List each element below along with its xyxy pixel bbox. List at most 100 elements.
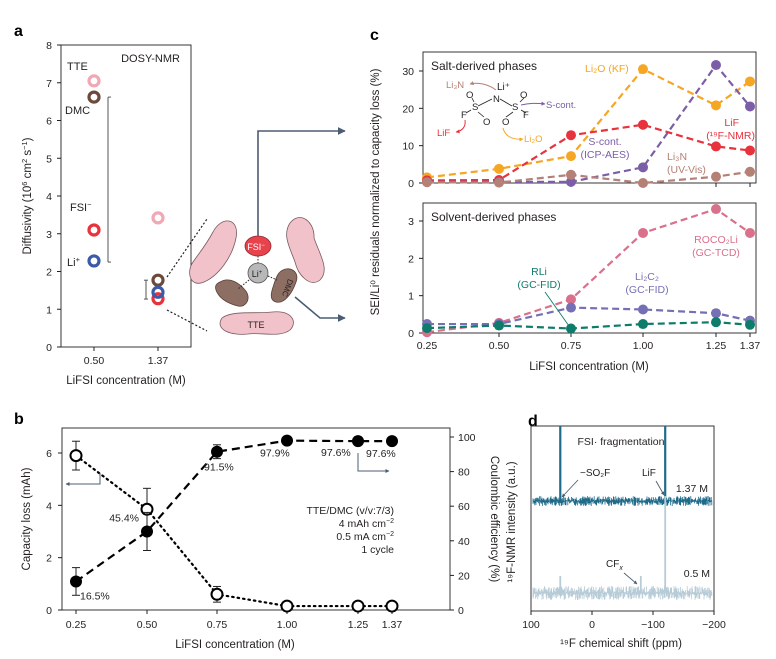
x-tick-label: 1.37 — [740, 340, 761, 352]
y-tick-label: 0 — [408, 178, 414, 190]
data-point-li3n — [711, 171, 721, 182]
panel-d-spectra — [532, 426, 713, 600]
panel-c-top-series — [422, 60, 755, 188]
panel-d-x-label: ¹⁹F chemical shift (ppm) — [560, 638, 682, 650]
mol-label-li3n: Li₃N — [446, 80, 464, 91]
data-point-open — [385, 599, 399, 613]
data-point-filled — [281, 434, 293, 447]
ce-value-label: 91.5% — [204, 462, 234, 474]
panel-d-title: FSI· fragmentation — [578, 436, 665, 448]
y-tick-label: 0 — [46, 342, 52, 354]
marker-dmc — [151, 273, 165, 287]
x-tick-label: 0.25 — [417, 340, 438, 352]
series-label-li3n: Li₃N — [667, 151, 687, 163]
panel-c-x-label: LiFSI concentration (M) — [529, 361, 649, 373]
data-point-filled — [352, 435, 364, 448]
data-point-filled — [211, 445, 223, 458]
condition-electrolyte: TTE/DMC (v/v:7/3) — [306, 505, 394, 517]
marker-tte — [151, 211, 165, 225]
x-tick-label: 1.00 — [633, 340, 654, 352]
y-tick-label: 3 — [408, 216, 414, 228]
data-point-li2c2 — [566, 302, 576, 313]
dmc-molecule-left — [215, 279, 249, 307]
panel-c-top-y-ticks: 0 10 20 30 — [402, 66, 423, 190]
condition-areal-capacity: 4 mAh cm−2 — [339, 518, 394, 530]
ce-value-label: 16.5% — [80, 590, 110, 602]
rli-leader-line — [544, 291, 570, 327]
data-point-open — [210, 587, 224, 601]
x-tick-label: 0 — [589, 619, 595, 631]
x-tick-label: 0.75 — [207, 619, 228, 631]
label-1-37M: 1.37 M — [676, 483, 708, 495]
arrow-to-li3n — [469, 81, 497, 91]
series-label-rli: RLi — [531, 266, 547, 278]
panel-a-y-ticks: 0 1 2 3 4 5 6 7 8 — [46, 40, 61, 354]
series-label-li2c2-method: (GC-FID) — [625, 284, 668, 296]
data-point-li2o — [494, 163, 504, 174]
y-tick-label: 3 — [46, 229, 52, 241]
x-tick-label: 100 — [522, 619, 540, 631]
series-line-rli — [426, 321, 751, 330]
mol-o2: O — [520, 90, 527, 101]
schematic-li-label: Li+ — [252, 269, 263, 279]
data-point-filled — [141, 525, 153, 538]
panel-a-x-label: LiFSI concentration (M) — [66, 375, 186, 387]
panel-a-diffusivity-chart: 0 1 2 3 4 5 6 7 8 0.50 1.37 DOSY-NMR LiFSI concen… — [20, 40, 192, 387]
data-point-li3n — [745, 166, 755, 177]
mol-bonds — [465, 97, 527, 118]
panel-d-x-ticks: 100 0 −100 −200 — [522, 611, 726, 631]
panel-c-top-title: Salt-derived phases — [431, 59, 537, 73]
data-point-open — [69, 449, 83, 463]
series-label-li2c2: Li₂C₂ — [635, 271, 659, 283]
x-tick-label: 0.75 — [561, 340, 582, 352]
annot-so2f-arrow — [561, 479, 579, 498]
tte-molecule-bottom — [219, 311, 294, 335]
data-point-open — [280, 599, 294, 613]
data-point-rli — [422, 323, 432, 334]
data-point-roco2li — [745, 227, 755, 238]
data-point-lif — [711, 141, 721, 152]
x-tick-label: −200 — [702, 619, 726, 631]
series-label-roco2li-method: (GC-TCD) — [692, 247, 740, 259]
y-tick-label-right: 100 — [458, 432, 476, 444]
y-tick-label: 4 — [46, 191, 52, 203]
marker-tte — [87, 74, 101, 88]
panel-b-right-y-ticks: 0 20 40 60 80 100 — [450, 432, 476, 617]
data-point-rli — [711, 317, 721, 328]
data-point-roco2li — [638, 227, 648, 238]
y-tick-label: 8 — [46, 40, 52, 52]
data-point-open — [351, 599, 365, 613]
data-point-li2o — [566, 151, 576, 162]
arrow-to-li2o — [502, 127, 524, 142]
panel-d-frame — [530, 425, 715, 612]
series-label-li2o: Li₂O (KF) — [585, 63, 629, 75]
mol-label-lif: LiF — [437, 128, 450, 139]
panel-label-d: d — [528, 413, 538, 430]
x-tick-label: 1.37 — [382, 619, 403, 631]
y-tick-label: 2 — [46, 267, 52, 279]
mol-label-li2o: Li₂O — [524, 134, 542, 145]
data-point-roco2li — [566, 294, 576, 305]
panel-c-bottom-series — [422, 204, 755, 338]
panel-c-sei-residuals-chart: 0 10 20 30 0 1 2 3 0.25 0.50 0.75 1.00 1.25 1.37 Sa… — [370, 51, 761, 373]
annot-so2f: −SO₂F — [580, 468, 610, 479]
panel-b-x-ticks: 0.25 0.50 0.75 1.00 1.25 1.37 — [66, 610, 403, 631]
marker-li — [151, 285, 165, 299]
y-tick-label: 5 — [46, 153, 52, 165]
data-point-scont — [711, 60, 721, 71]
series-line-li2o — [426, 67, 751, 179]
panel-b-series — [69, 434, 399, 613]
data-point-rli — [638, 319, 648, 330]
series-label-scont-method: (ICP-AES) — [580, 149, 629, 161]
mol-o3: O — [483, 117, 490, 128]
label-tte: TTE — [67, 61, 88, 73]
data-point-scont — [566, 176, 576, 187]
panel-b-ce-labels: 16.5% 45.4% 91.5% 97.9% 97.6% 97.6% — [80, 447, 396, 602]
panel-c-x-ticks: 0.25 0.50 0.75 1.00 1.25 1.37 — [417, 183, 761, 352]
label-0-5M: 0.5 M — [684, 568, 710, 580]
spectrum-noise-nmr_light — [532, 586, 713, 600]
panel-label-a: a — [14, 23, 23, 40]
tte-molecule-right — [286, 217, 325, 283]
schematic-fsi-label: FSI− — [247, 242, 265, 252]
mol-li: Li⁺ — [497, 82, 510, 93]
